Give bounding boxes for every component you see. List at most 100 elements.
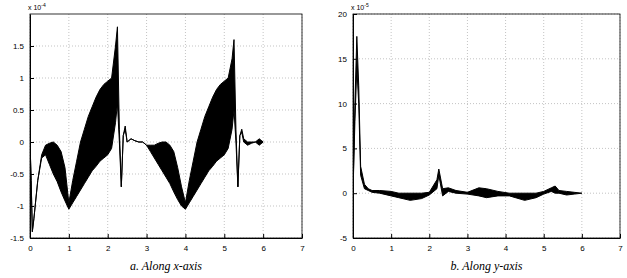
tick-label: 1: [20, 74, 25, 83]
tick-mark: [353, 238, 357, 239]
grid: [30, 14, 302, 238]
tick: 1: [20, 74, 34, 83]
y-scale-label: x 10-5: [351, 2, 369, 11]
tick-label: 0.5: [13, 106, 25, 115]
plot-area: [30, 27, 263, 232]
tick: -1.5: [10, 234, 34, 243]
plot-background: [353, 14, 620, 238]
tick-label: -1.5: [10, 234, 24, 243]
tick-label: 0: [351, 244, 356, 253]
tick-label: -0.5: [10, 170, 24, 179]
tick: 1.5: [13, 42, 34, 51]
grid-line-y: [353, 58, 620, 59]
tick-label: 3: [466, 244, 471, 253]
plot-frame: [30, 14, 302, 238]
tick: 0.5: [13, 106, 34, 115]
tick-mark: [108, 234, 109, 238]
tick-mark: [620, 234, 621, 238]
tick-label: 6: [580, 244, 585, 253]
plot-frame: [353, 14, 620, 238]
y-scale-base: x 10: [351, 4, 364, 11]
tick-label: 1: [389, 244, 394, 253]
axis-line: [353, 15, 354, 239]
tick-mark: [30, 46, 34, 47]
tick-label: 1.5: [13, 42, 25, 51]
tick-mark: [353, 193, 357, 194]
tick: 7: [300, 234, 305, 253]
grid-line-x: [543, 14, 544, 238]
tick-mark: [147, 234, 148, 238]
tick-label: 6: [261, 244, 266, 253]
tick-mark: [302, 234, 303, 238]
tick-mark: [30, 142, 34, 143]
tick-mark: [544, 234, 545, 238]
tick-mark: [391, 234, 392, 238]
tick-mark: [353, 148, 357, 149]
tick: 1: [67, 234, 72, 253]
tick-label: 7: [618, 244, 623, 253]
tick-mark: [582, 234, 583, 238]
tick-label: 1: [67, 244, 72, 253]
tick-label: -1: [17, 202, 25, 211]
tick: 5: [542, 234, 547, 253]
axis-line: [30, 15, 31, 239]
tick-mark: [353, 59, 357, 60]
tick: 0: [343, 189, 357, 198]
grid-line-x: [581, 14, 582, 238]
tick: 6: [580, 234, 585, 253]
tick: 0: [20, 138, 34, 147]
y-axis: -5 0 5 10 15 20: [338, 10, 357, 243]
tick-mark: [30, 78, 34, 79]
grid-line-y: [353, 148, 620, 149]
tick-label: 7: [300, 244, 305, 253]
tick: 4: [504, 234, 509, 253]
tick: 3: [466, 234, 471, 253]
caption: b. Along y-axis: [450, 259, 522, 273]
axis-line: [354, 238, 621, 239]
tick: -5: [340, 234, 357, 243]
tick-label: 10: [338, 100, 347, 109]
tick-mark: [467, 234, 468, 238]
tick-mark: [30, 206, 34, 207]
tick-mark: [429, 234, 430, 238]
x-axis: 01234567: [28, 234, 305, 253]
tick: 3: [145, 234, 150, 253]
tick-label: 4: [184, 244, 189, 253]
tick: 4: [184, 234, 189, 253]
grid-line-x: [505, 14, 506, 238]
tick-label: 5: [542, 244, 547, 253]
tick-label: 2: [428, 244, 433, 253]
y-scale-base: x 10: [28, 4, 41, 11]
caption: a. Along x-axis: [130, 259, 202, 273]
grid-line-x: [467, 14, 468, 238]
tick: 15: [338, 55, 357, 64]
grid-line-y: [30, 78, 302, 79]
tick-mark: [353, 104, 357, 105]
grid-line-y: [353, 103, 620, 104]
tick: 2: [106, 234, 111, 253]
tick-label: 20: [338, 10, 347, 19]
envelope-area: [353, 36, 582, 200]
envelope-area: [30, 27, 263, 232]
tick: 2: [428, 234, 433, 253]
plot-area: [353, 36, 582, 200]
tick-label: 5: [343, 144, 348, 153]
tick-label: 2: [106, 244, 111, 253]
tick: 10: [338, 100, 357, 109]
tick-mark: [224, 234, 225, 238]
plot-background: [30, 14, 302, 238]
tick-mark: [353, 14, 357, 15]
tick-mark: [30, 238, 34, 239]
figure: 0 1 2 3 4 5 6 7 -1.5 -1 -0.5 0 0.5 1 1.5 x 10-4 a. Along…: [0, 0, 627, 278]
tick-mark: [30, 110, 34, 111]
tick: 5: [223, 234, 228, 253]
grid-line-x: [429, 14, 430, 238]
subplot: 01234567-1.5-1-0.500.511.5: [10, 14, 305, 253]
tick-label: 0: [343, 189, 348, 198]
tick-label: 0: [20, 138, 25, 147]
tick: 5: [343, 144, 357, 153]
tick: -1: [17, 202, 34, 211]
x-axis: 0 1 2 3 4 5 6 7: [351, 234, 623, 253]
tick-mark: [263, 234, 264, 238]
y-scale-label: x 10-4: [28, 2, 46, 11]
